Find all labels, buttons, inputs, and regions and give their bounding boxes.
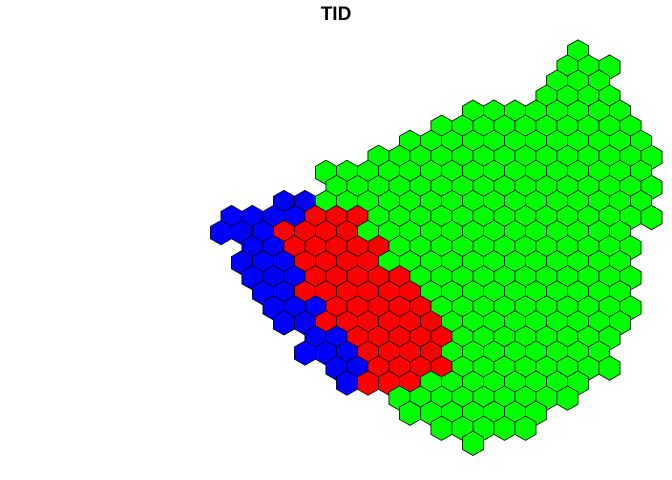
hex-cell-green bbox=[598, 355, 621, 381]
hex-cell-green bbox=[514, 415, 537, 441]
hex-cell-green bbox=[462, 430, 484, 456]
hex-cells bbox=[210, 39, 663, 456]
chart-title: TID bbox=[320, 4, 352, 25]
hex-cell-green bbox=[556, 385, 579, 411]
hex-cell-green bbox=[640, 204, 663, 231]
